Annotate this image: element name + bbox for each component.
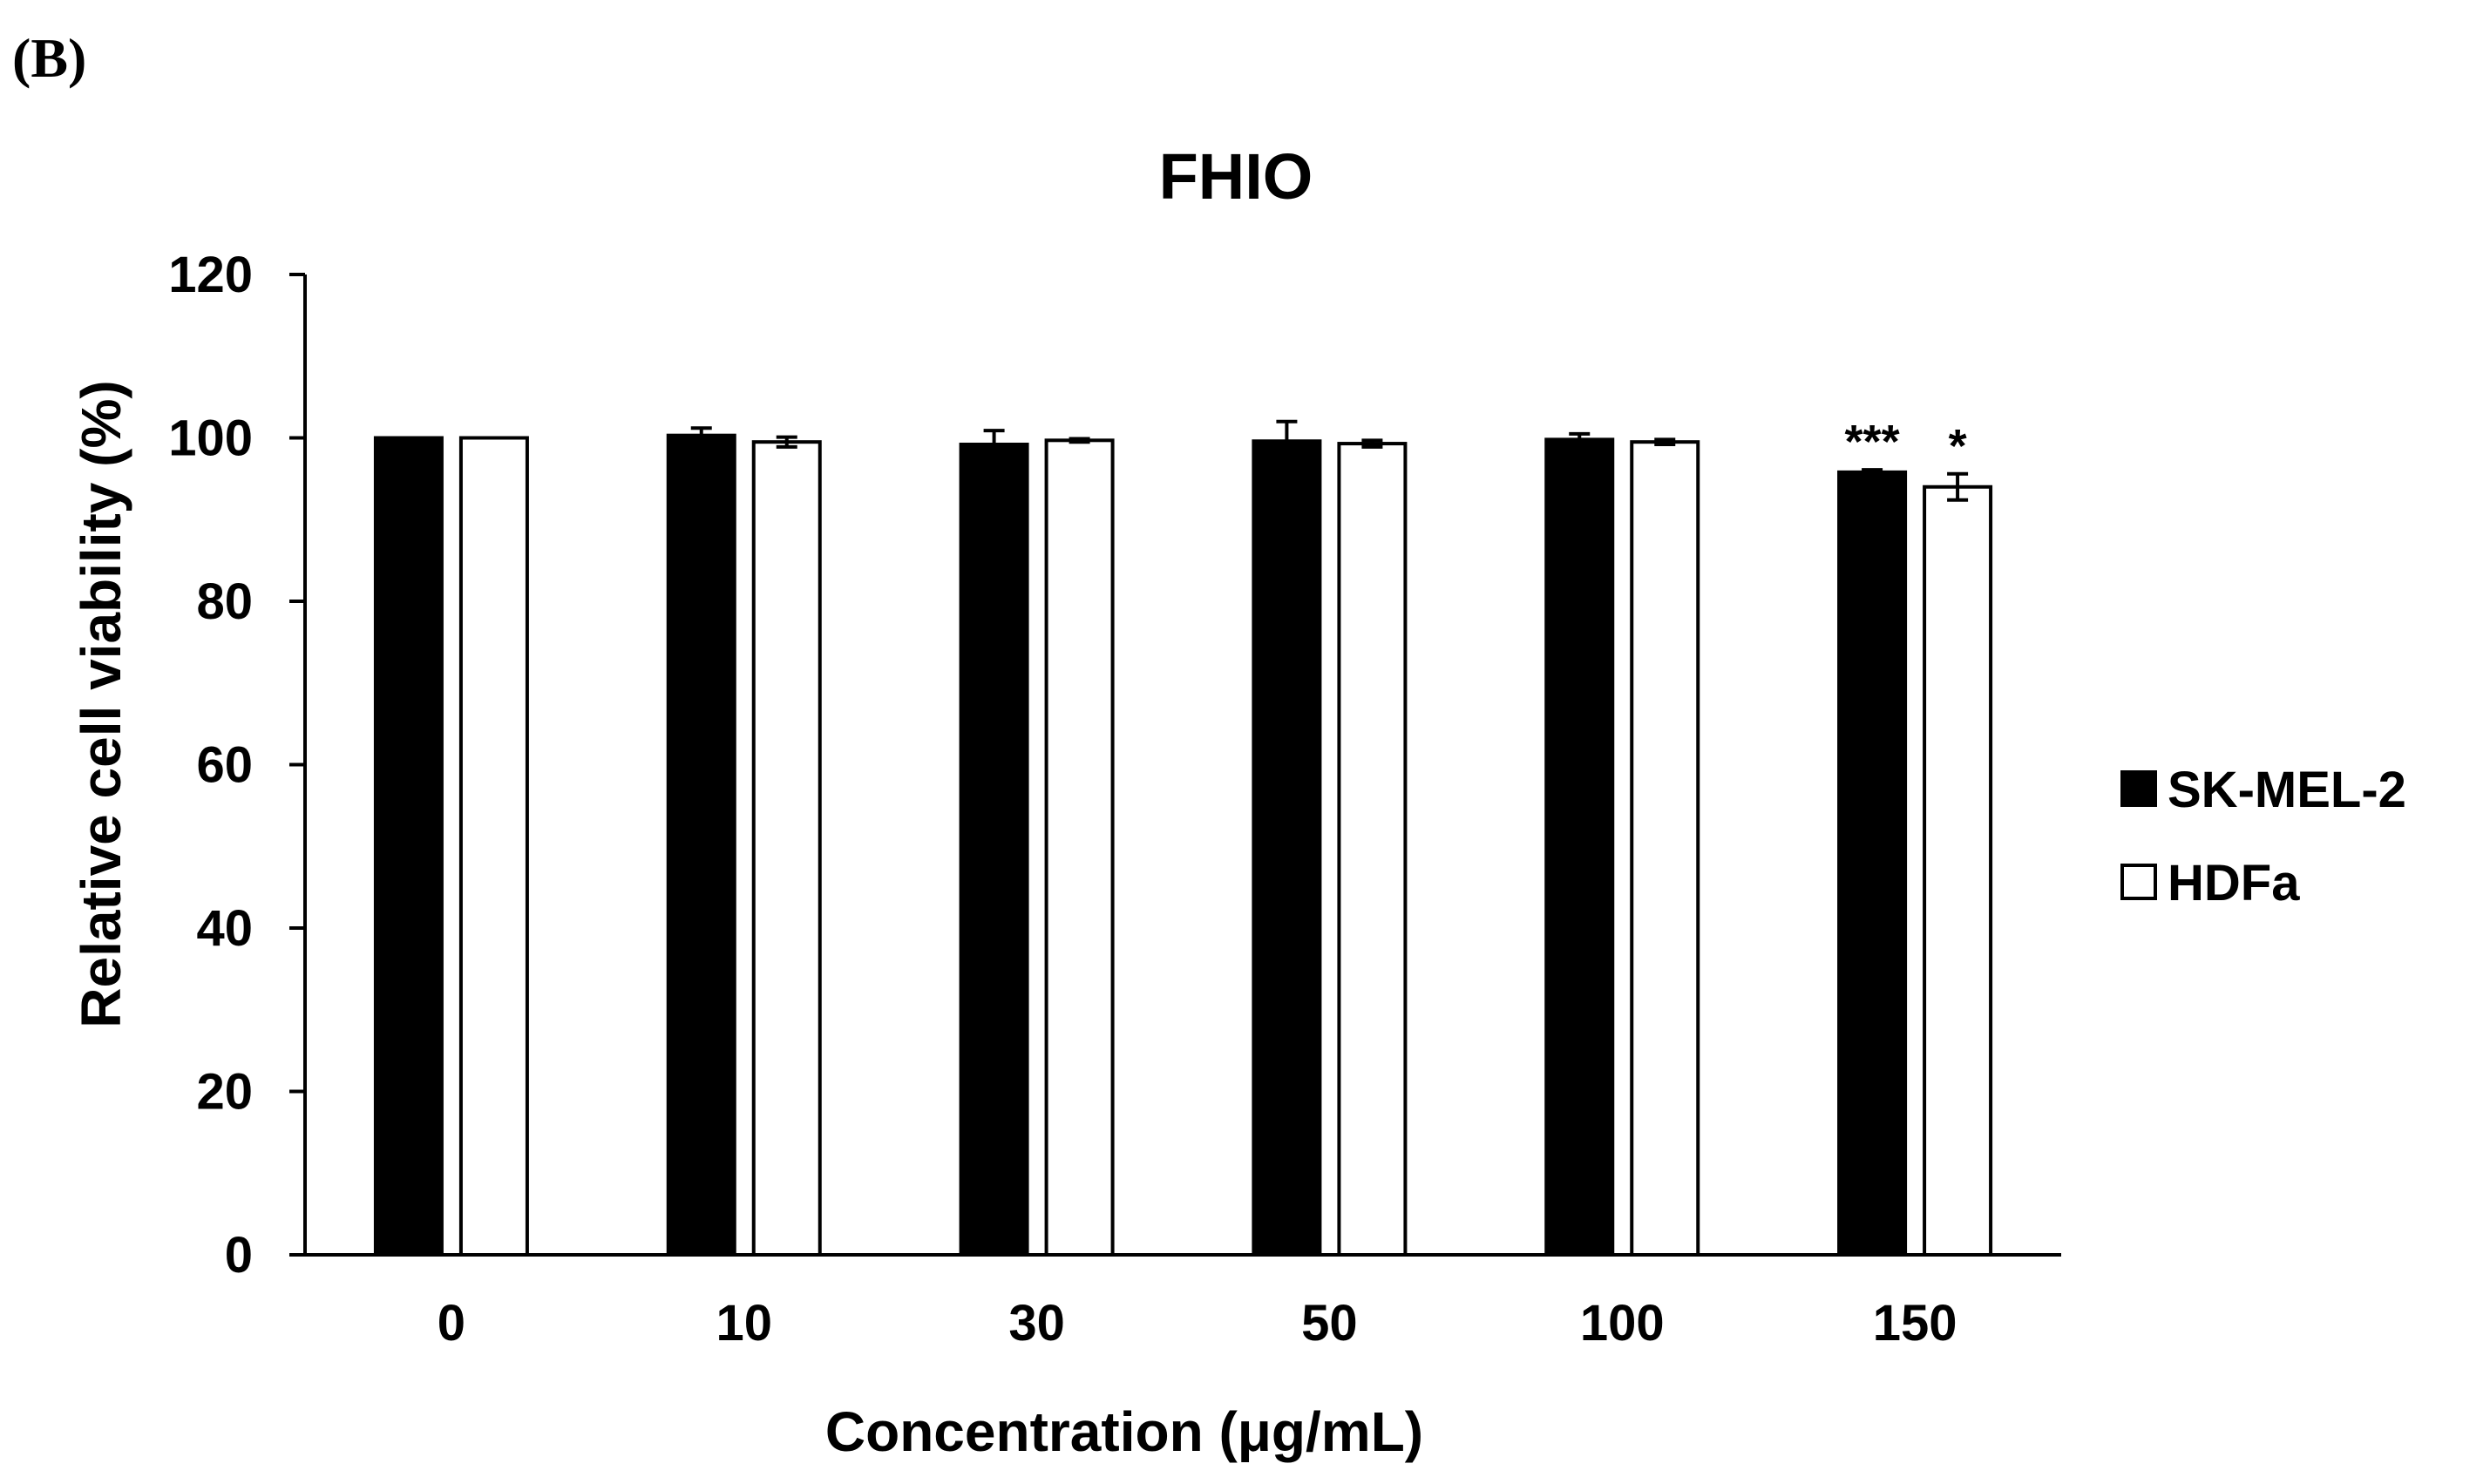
bar [666,433,736,1257]
x-tick-label: 0 [438,1295,465,1352]
bar [751,440,822,1257]
legend-swatch [2120,770,2157,807]
x-axis: 0 10 30 50 100 150 [305,1253,2061,1352]
x-tick-label: 30 [1008,1295,1065,1352]
y-axis-label: Relative cell viability (%) [70,380,132,1027]
legend: SK-MEL-2 HDFa [2120,762,2406,911]
y-axis: 0 20 40 60 80 100 120 [168,247,307,1284]
y-tick-label: 20 [196,1064,253,1121]
bars: *** * [373,416,1993,1257]
x-axis-label: Concentration (μg/mL) [825,1400,1423,1463]
x-tick-label: 10 [716,1295,772,1352]
bar [458,436,529,1257]
y-tick-label: 60 [196,737,253,794]
y-tick-label: 100 [168,410,253,467]
bar [1544,437,1615,1257]
bar [1337,442,1408,1257]
legend-swatch [2120,864,2157,900]
bar [1837,470,1908,1257]
bar [373,436,444,1257]
y-tick-label: 0 [225,1227,253,1284]
legend-label: SK-MEL-2 [2168,762,2406,818]
y-tick-label: 80 [196,573,253,630]
y-tick-label: 40 [196,900,253,957]
bar [1923,485,1993,1257]
significance-mark: * [1949,420,1967,472]
significance-mark: *** [1845,416,1900,468]
panel-label: (B) [12,27,86,89]
bar [1044,438,1115,1257]
bar [1252,439,1322,1257]
bar [959,443,1029,1257]
y-tick-label: 120 [168,247,253,303]
x-tick-label: 50 [1301,1295,1358,1352]
x-tick-label: 150 [1873,1295,1957,1352]
bar [1630,440,1700,1257]
chart-title: FHIO [1159,140,1313,213]
x-tick-label: 100 [1580,1295,1665,1352]
legend-label: HDFa [2168,855,2300,911]
